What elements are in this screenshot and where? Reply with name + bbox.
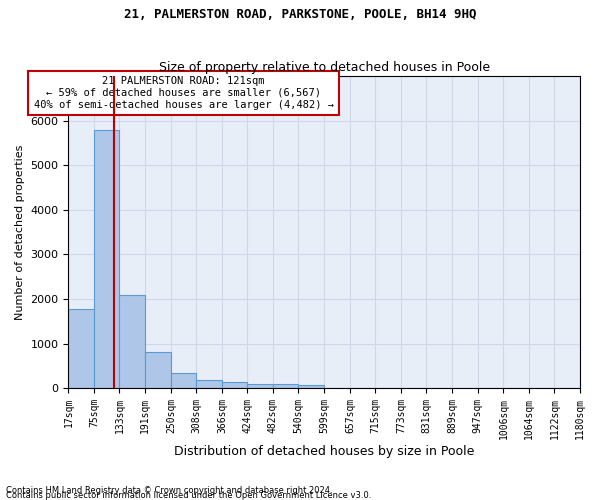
Bar xyxy=(196,380,222,388)
X-axis label: Distribution of detached houses by size in Poole: Distribution of detached houses by size … xyxy=(174,444,475,458)
Bar xyxy=(222,382,247,388)
Text: 21 PALMERSTON ROAD: 121sqm
← 59% of detached houses are smaller (6,567)
40% of s: 21 PALMERSTON ROAD: 121sqm ← 59% of deta… xyxy=(34,76,334,110)
Bar xyxy=(119,296,145,388)
Bar xyxy=(145,352,171,388)
Bar xyxy=(171,373,196,388)
Y-axis label: Number of detached properties: Number of detached properties xyxy=(15,144,25,320)
Bar xyxy=(298,385,325,388)
Text: Contains HM Land Registry data © Crown copyright and database right 2024.: Contains HM Land Registry data © Crown c… xyxy=(6,486,332,495)
Text: 21, PALMERSTON ROAD, PARKSTONE, POOLE, BH14 9HQ: 21, PALMERSTON ROAD, PARKSTONE, POOLE, B… xyxy=(124,8,476,20)
Text: Contains public sector information licensed under the Open Government Licence v3: Contains public sector information licen… xyxy=(6,491,371,500)
Bar xyxy=(247,384,273,388)
Bar xyxy=(94,130,119,388)
Bar xyxy=(273,384,298,388)
Bar xyxy=(68,308,94,388)
Title: Size of property relative to detached houses in Poole: Size of property relative to detached ho… xyxy=(158,60,490,74)
